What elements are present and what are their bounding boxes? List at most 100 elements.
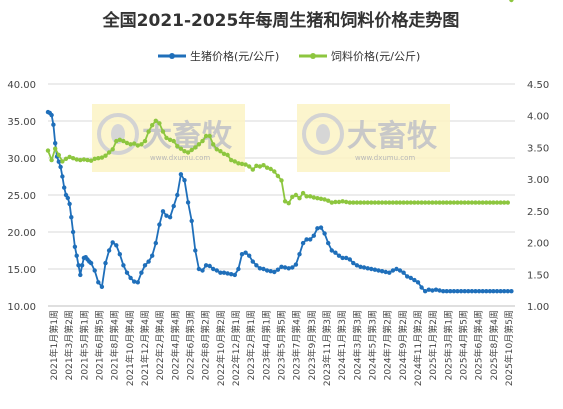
feed-price-point: [329, 200, 334, 205]
pig-price-point: [361, 265, 367, 270]
pig-price-point: [189, 218, 194, 224]
feed-price-point: [415, 200, 421, 205]
x-tick-label: 2022年2月第4周: [154, 310, 166, 380]
feed-price-point: [498, 200, 503, 205]
pig-price-point: [300, 240, 306, 246]
feed-price-point: [110, 147, 115, 152]
pig-price-point: [218, 270, 223, 275]
feed-price-point: [318, 196, 324, 201]
pig-price-point: [193, 248, 198, 253]
pig-price-point: [293, 262, 299, 267]
pig-price-point: [58, 164, 63, 170]
pig-price-point: [61, 185, 67, 190]
y-right-tick-label: 2.50: [527, 207, 549, 218]
feed-price-point: [146, 129, 151, 134]
x-tick-label: 2024年1月第3周: [336, 310, 348, 380]
pig-price-point: [279, 264, 284, 269]
pig-price-point: [132, 279, 137, 284]
feed-price-point: [142, 138, 148, 144]
watermark-url: www.dxumu.com: [150, 154, 210, 162]
feed-price-point: [379, 200, 385, 205]
pig-price-point: [369, 266, 374, 272]
pig-price-point: [365, 266, 370, 271]
feed-price-point: [444, 200, 449, 205]
feed-price-point: [178, 146, 184, 151]
feed-price-point: [469, 200, 475, 205]
feed-price-point: [53, 146, 58, 151]
feed-price-point: [264, 165, 270, 170]
pig-price-point: [394, 266, 399, 272]
pig-price-point: [484, 289, 489, 294]
feed-price-point: [88, 158, 94, 163]
y-axis-right: 1.00 1.50 2.00 2.50 3.00 3.50 4.00 4.50: [527, 80, 549, 313]
pig-price-point: [426, 287, 431, 292]
x-tick-label: 2021年10月第4周: [124, 310, 136, 386]
pig-price-point: [214, 268, 219, 273]
pig-price-point: [466, 289, 471, 294]
x-tick-label: 2021年12月第4周: [139, 310, 151, 386]
pig-price-point: [336, 253, 342, 258]
feed-price-point: [347, 200, 352, 205]
feed-price-point: [272, 169, 277, 174]
feed-price-point: [419, 200, 424, 205]
x-tick-label: 2023年11月第3周: [321, 310, 333, 386]
feed-price-point: [45, 148, 51, 153]
pig-price-point: [239, 252, 245, 257]
x-tick-label: 2021年5月第1周: [78, 310, 90, 380]
feed-price-point: [326, 198, 331, 203]
pig-price-point: [203, 263, 209, 268]
pig-price-point: [74, 253, 79, 258]
feed-price-point: [390, 200, 396, 205]
pig-price-point: [297, 252, 302, 257]
pig-price-point: [51, 122, 56, 127]
pig-price-point: [164, 213, 169, 218]
pig-price-point: [441, 289, 446, 294]
x-tick-label: 2023年7月第4周: [291, 310, 303, 380]
feed-price-point: [236, 161, 241, 166]
feed-price-point: [286, 201, 291, 206]
feed-price-point: [67, 154, 72, 160]
feed-price-point: [196, 142, 202, 147]
feed-price-point: [261, 163, 266, 168]
feed-price-point: [502, 200, 507, 205]
feed-price-point: [369, 200, 374, 205]
pig-price-point: [88, 260, 94, 266]
pig-price-point: [419, 285, 424, 290]
pig-price-point: [315, 226, 320, 231]
feed-price-point: [505, 200, 510, 205]
feed-price-point: [164, 135, 169, 141]
feed-price-point: [150, 123, 155, 128]
pig-price-point: [383, 269, 388, 275]
pig-price-point: [243, 250, 248, 255]
pig-price-point: [329, 248, 334, 253]
pig-price-point: [376, 268, 381, 273]
feed-price-point: [175, 144, 180, 149]
y-left-tick-label: 25.00: [7, 191, 36, 202]
feed-price-point: [458, 200, 464, 205]
x-tick-label: 2025年1月第2周: [427, 310, 439, 380]
pig-price-point: [70, 229, 76, 235]
pig-price-point: [358, 264, 363, 269]
pig-price-point: [221, 270, 227, 275]
feed-price-point: [232, 159, 237, 164]
feed-price-point: [351, 200, 356, 205]
feed-price-point: [340, 199, 345, 204]
pig-price-point: [60, 174, 65, 179]
pig-price-point: [390, 268, 396, 273]
x-tick-label: 2021年1月第1周: [48, 310, 60, 380]
pig-price-point: [257, 266, 263, 271]
x-tick-label: 2025年4月第5周: [458, 310, 470, 380]
pig-price-point: [150, 253, 155, 258]
feed-price-point: [397, 200, 403, 205]
feed-price-point: [290, 194, 295, 200]
pig-price-point: [69, 215, 74, 220]
pig-price-point: [354, 263, 360, 268]
pig-price-point: [96, 280, 101, 285]
legend-item-pig[interactable]: 生猪价格(元/公斤): [158, 49, 279, 63]
pig-price-point: [415, 280, 421, 285]
feed-price-point: [412, 200, 417, 205]
legend-item-feed[interactable]: 饲料价格(元/公斤): [299, 49, 420, 63]
pig-price-point: [232, 272, 237, 278]
pig-price-point: [509, 289, 514, 294]
